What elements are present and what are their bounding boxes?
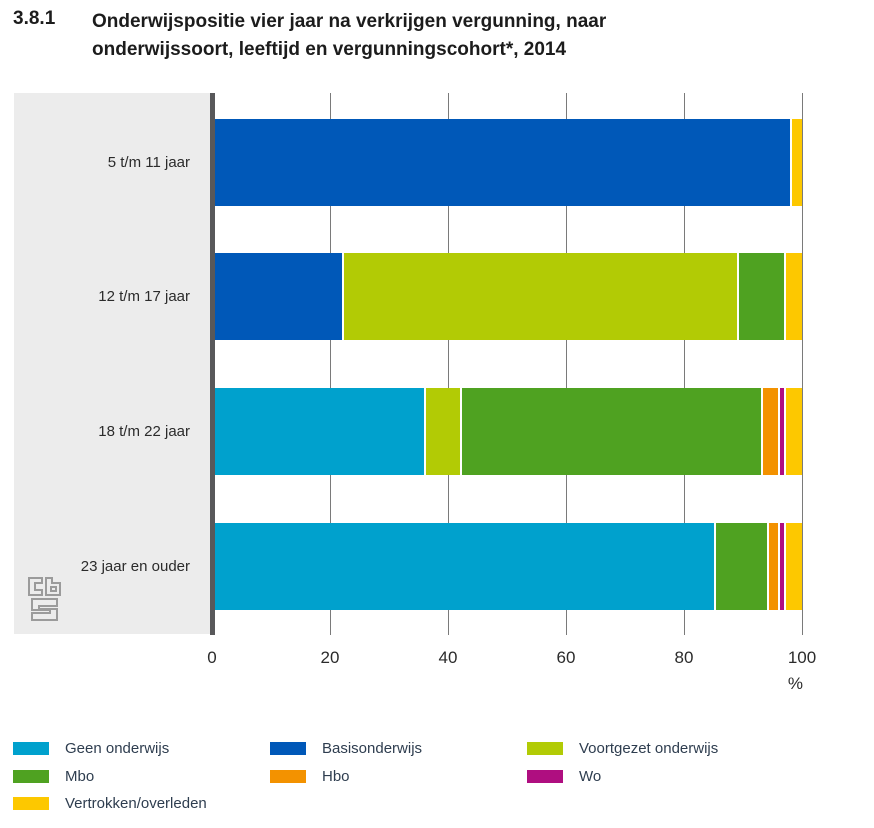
x-tick-label-0: 0 [207, 648, 217, 667]
legend-label-voortgezet-onderwijs: Voortgezet onderwijs [579, 740, 719, 757]
chart-area: 5 t/m 11 jaar 12 t/m 17 jaar 18 t/m 22 jaa… [14, 93, 817, 693]
legend: Geen onderwijs Basisonderwijs Voortgezet o… [13, 740, 784, 823]
bar-segment-vertrokken-overleden [784, 253, 802, 340]
x-tick-label-80: 80 [674, 648, 694, 667]
bar-segment-mbo [713, 523, 767, 610]
x-tick-label-20: 20 [320, 648, 340, 667]
bar-segment-mbo [459, 388, 761, 475]
category-panel [14, 93, 210, 634]
legend-swatch-vertrokken-overleden [13, 797, 49, 810]
bar-segment-vertrokken-overleden [790, 119, 802, 206]
bar-segment-wo [778, 523, 785, 610]
x-tick-label-60: 60 [556, 648, 576, 667]
bar-segment-basisonderwijs [212, 253, 342, 340]
category-label-23-jaar-en-ouder: 23 jaar en ouder [80, 557, 190, 575]
bar-segment-voortgezet-onderwijs [424, 388, 460, 475]
legend-swatch-voortgezet-onderwijs [527, 742, 563, 755]
x-axis-unit: % [787, 674, 803, 693]
x-tick-label-40: 40 [438, 648, 458, 667]
legend-label-wo: Wo [579, 767, 602, 785]
legend-item-mbo: Mbo [13, 768, 270, 796]
legend-swatch-basisonderwijs [270, 742, 306, 755]
y-axis-line [210, 93, 215, 635]
legend-label-hbo: Hbo [322, 767, 350, 785]
bar-segment-basisonderwijs [212, 119, 791, 206]
chart-title-line-2: onderwijssoort, leeftijd en vergunningsc… [92, 39, 567, 60]
figure-number: 3.8.1 [13, 8, 56, 29]
bar-segment-mbo [737, 253, 785, 340]
cbs-logo-icon [28, 577, 61, 621]
chart-title: Onderwijspositie vier jaar na verkrijgen… [92, 8, 812, 64]
gridline-20 [330, 93, 331, 635]
legend-swatch-geen-onderwijs [13, 742, 49, 755]
bar-segment-geen-onderwijs [212, 523, 714, 610]
legend-swatch-wo [527, 769, 563, 783]
legend-item-hbo: Hbo [270, 768, 527, 796]
category-label-18-t-m-22-jaar: 18 t/m 22 jaar [98, 422, 190, 440]
bar-segment-voortgezet-onderwijs [341, 253, 738, 340]
legend-swatch-hbo [270, 769, 306, 783]
gridline-80 [684, 93, 685, 635]
bar-segment-wo [778, 388, 785, 475]
legend-item-basisonderwijs: Basisonderwijs [270, 740, 527, 768]
category-label-12-t-m-17-jaar: 12 t/m 17 jaar [98, 287, 190, 305]
gridline-40 [448, 93, 449, 635]
legend-label-vertrokken-overleden: Vertrokken/overleden [65, 795, 207, 812]
legend-item-vertrokken-overleden: Vertrokken/overleden [13, 795, 270, 823]
legend-item-wo: Wo [527, 768, 784, 796]
legend-item-voortgezet-onderwijs: Voortgezet onderwijs [527, 740, 784, 768]
gridline-100 [802, 93, 803, 635]
bar-segment-hbo [760, 388, 779, 475]
category-label-5-t-m-11-jaar: 5 t/m 11 jaar [107, 153, 190, 171]
bar-segment-vertrokken-overleden [784, 523, 802, 610]
legend-label-geen-onderwijs: Geen onderwijs [65, 740, 170, 757]
chart-title-line-1: Onderwijspositie vier jaar na verkrijgen… [92, 11, 607, 32]
gridline-60 [566, 93, 567, 635]
legend-item-geen-onderwijs: Geen onderwijs [13, 740, 270, 768]
bar-segment-vertrokken-overleden [784, 388, 802, 475]
legend-swatch-mbo [13, 769, 49, 783]
legend-label-basisonderwijs: Basisonderwijs [322, 740, 423, 757]
x-tick-label-100: 100 [787, 648, 817, 667]
legend-label-mbo: Mbo [65, 767, 95, 785]
bar-segment-geen-onderwijs [212, 388, 425, 475]
bar-segment-hbo [766, 523, 779, 610]
